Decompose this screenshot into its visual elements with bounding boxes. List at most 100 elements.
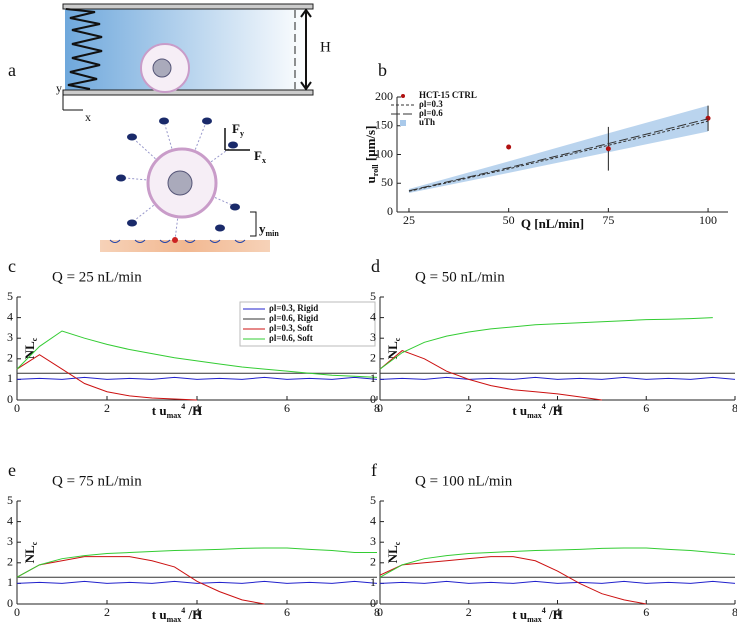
x-tick-label: 4: [194, 605, 200, 619]
x-tick-label: 6: [643, 605, 649, 619]
label-part: NL: [22, 341, 37, 359]
label-part: NL: [385, 341, 400, 359]
ligands: [109, 239, 246, 243]
panel-label: c: [8, 256, 16, 276]
x-tick-label: 100: [699, 213, 717, 227]
y: y: [259, 221, 266, 236]
point: [605, 146, 611, 152]
label-part: /H: [546, 403, 563, 418]
label-part: NL: [385, 545, 400, 563]
arrow-heads: [300, 8, 312, 91]
y-tick-label: 200: [375, 89, 393, 103]
x-tick-label: 4: [194, 401, 200, 415]
x-tick-label: 8: [732, 605, 737, 619]
label-part: /H: [546, 607, 563, 622]
x-axis-label: t umax4 /H: [512, 606, 562, 623]
panel-label: d: [371, 256, 380, 276]
force-y: Fy: [232, 121, 244, 138]
legend-label: ρl=0.3, Rigid: [269, 303, 318, 313]
y-tick-label: 1: [7, 371, 13, 385]
y-tick-label: 4: [7, 309, 13, 323]
series-line: [16, 547, 377, 578]
series-line: [379, 580, 736, 584]
series-line: [379, 556, 647, 605]
series-line: [379, 349, 602, 401]
x-tick-label: 2: [466, 605, 472, 619]
x-tick-label: 8: [374, 401, 380, 415]
label-part: 4: [542, 402, 546, 411]
y-axis-label: uroll [μm/s]: [363, 126, 380, 184]
receptors: [116, 117, 240, 232]
x-axis-label: t umax4 /H: [512, 402, 562, 420]
x-tick-label: 0: [14, 401, 20, 415]
height-label: H: [320, 39, 331, 55]
y-tick-label: 2: [370, 351, 376, 365]
y-tick-label: 50: [381, 175, 393, 189]
f: F: [254, 148, 262, 163]
y-tick-label: 3: [370, 330, 376, 344]
wall-bottom: [62, 89, 314, 96]
y-axis-label: NLc: [22, 337, 39, 359]
label-part: max: [527, 411, 542, 420]
series-line: [379, 547, 736, 578]
x-tick-label: 6: [284, 401, 290, 415]
series-line: [16, 556, 265, 605]
label-part: max: [167, 615, 182, 623]
label-part: 4: [542, 606, 546, 615]
legend-label: ρl=0.3: [419, 99, 443, 109]
legend-label: HCT-15 CTRL: [419, 90, 477, 100]
point: [705, 115, 711, 121]
x-tick-label: 75: [602, 213, 614, 227]
fit-line: [408, 120, 709, 192]
wall-top: [62, 3, 314, 10]
x-tick-label: 0: [377, 401, 383, 415]
panel-label: a: [8, 60, 16, 80]
y-tick-label: 1: [370, 371, 376, 385]
y-tick-label: 0: [370, 596, 376, 610]
x-tick-label: 6: [643, 401, 649, 415]
y-tick-label: 3: [370, 534, 376, 548]
y-tick-label: 1: [370, 575, 376, 589]
x-tick-label: 8: [732, 401, 737, 415]
label-part: /H: [185, 403, 202, 418]
y-tick-label: 4: [370, 513, 376, 527]
label-part: t u: [512, 403, 527, 418]
x-axis-label: Q [nL/min]: [521, 216, 584, 231]
label-part: 4: [181, 606, 185, 615]
panel-label: e: [8, 460, 16, 480]
nucleus: [152, 58, 172, 78]
sub: x: [262, 156, 266, 165]
legend-label: ρl=0.6, Rigid: [269, 313, 318, 323]
y-tick-label: 2: [7, 555, 13, 569]
fit-line: [408, 118, 709, 192]
y-tick-label: 3: [7, 330, 13, 344]
bond: [172, 237, 178, 243]
label-part: c: [30, 337, 39, 341]
y-tick-label: 4: [7, 513, 13, 527]
gap-label: ymin: [259, 221, 279, 238]
x-tick-label: 0: [377, 605, 383, 619]
x-tick-label: 2: [466, 401, 472, 415]
chart-title: Q = 50 nL/min: [415, 269, 505, 285]
y-tick-label: 0: [7, 596, 13, 610]
panel-label: f: [371, 460, 377, 480]
y-tick-label: 4: [370, 309, 376, 323]
x-tick-label: 4: [555, 401, 561, 415]
y-tick-label: 2: [7, 351, 13, 365]
chart-title: Q = 25 nL/min: [52, 269, 142, 285]
label-part: max: [527, 615, 542, 623]
gap-bracket: [250, 211, 257, 237]
nucleus-large: [167, 170, 193, 196]
x-tick-label: 8: [374, 605, 380, 619]
label-part: [μm/s]: [363, 126, 378, 165]
force-arrows: [224, 128, 250, 151]
legend-label: uTh: [419, 117, 435, 127]
x-tick-label: 2: [104, 605, 110, 619]
coordinate-axes: [62, 90, 83, 111]
y-tick-label: 1: [7, 575, 13, 589]
diagram: a H y x Fy Fx ymin: [8, 3, 331, 252]
series-line: [16, 330, 378, 378]
y-tick-label: 5: [7, 493, 13, 507]
series-line: [379, 376, 736, 380]
